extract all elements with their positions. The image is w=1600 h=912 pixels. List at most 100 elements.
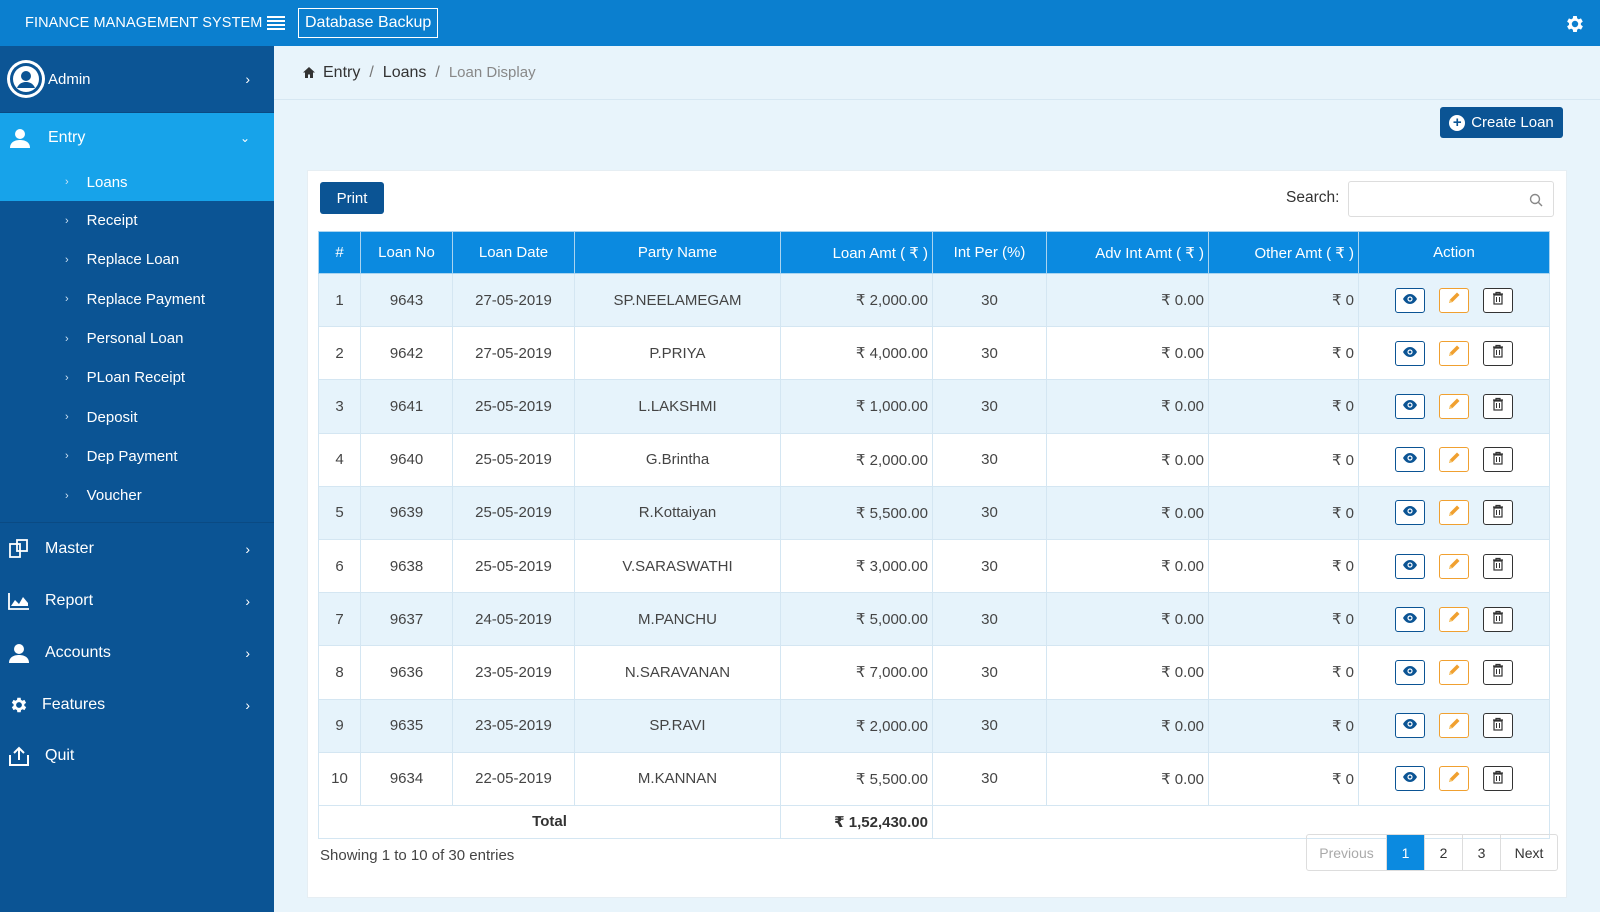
sidebar-subitem-replace-loan[interactable]: › Replace Loan xyxy=(0,240,274,279)
trash-icon xyxy=(1492,291,1504,309)
sidebar-subitem-label: Deposit xyxy=(86,408,138,426)
delete-button[interactable] xyxy=(1483,606,1513,632)
table-total-row: Total ₹ 1,52,430.00 xyxy=(318,804,1550,839)
avatar xyxy=(7,60,45,98)
search-input[interactable] xyxy=(1349,182,1553,216)
breadcrumb-entry[interactable]: Entry xyxy=(323,63,361,81)
plus-circle-icon: + xyxy=(1449,114,1466,131)
edit-button[interactable] xyxy=(1439,766,1469,792)
delete-button[interactable] xyxy=(1483,447,1513,473)
view-button[interactable] xyxy=(1395,713,1425,739)
sidebar-item-quit[interactable]: Quit xyxy=(0,731,274,783)
col-header-other-amt[interactable]: Other Amt ( ₹ ) xyxy=(1208,231,1359,274)
cell-int-per: 30 xyxy=(932,751,1047,806)
sidebar-subitem-personal-loan[interactable]: › Personal Loan xyxy=(0,319,274,358)
sidebar-subitem-replace-payment[interactable]: › Replace Payment xyxy=(0,280,274,319)
chevron-right-icon: › xyxy=(65,450,69,463)
cell-index: 9 xyxy=(318,698,361,753)
sidebar-user-admin[interactable]: Admin › xyxy=(0,46,274,113)
user-name: Admin xyxy=(48,70,91,88)
cell-int-per: 30 xyxy=(932,698,1047,753)
edit-button[interactable] xyxy=(1439,340,1469,366)
pagination-next[interactable]: Next xyxy=(1514,844,1544,861)
sidebar-item-features[interactable]: Features › xyxy=(0,679,274,731)
sidebar-item-master[interactable]: Master › xyxy=(0,523,274,575)
view-button[interactable] xyxy=(1395,553,1425,579)
col-header-loan-date[interactable]: Loan Date xyxy=(452,231,575,274)
pencil-icon xyxy=(1447,663,1461,681)
eye-icon xyxy=(1402,451,1418,468)
menu-toggle-icon[interactable] xyxy=(267,16,285,30)
edit-button[interactable] xyxy=(1439,606,1469,632)
col-header-int-per[interactable]: Int Per (%) xyxy=(932,231,1047,274)
chevron-right-icon: › xyxy=(65,176,69,188)
trash-icon xyxy=(1492,663,1504,681)
eye-icon xyxy=(1402,345,1418,362)
col-header-adv-int-amt[interactable]: Adv Int Amt ( ₹ ) xyxy=(1046,231,1209,274)
database-backup-button[interactable]: Database Backup xyxy=(298,8,439,38)
sidebar-subitem-voucher[interactable]: › Voucher xyxy=(0,476,274,515)
table-row: 8 9636 23-05-2019 N.SARAVANAN ₹ 7,000.00 30 ₹ … xyxy=(318,645,1550,700)
pagination-previous[interactable]: Previous xyxy=(1307,835,1387,870)
cell-int-per: 30 xyxy=(932,432,1047,487)
edit-button[interactable] xyxy=(1439,287,1469,313)
pencil-icon xyxy=(1447,770,1461,788)
col-header-index[interactable]: # xyxy=(318,231,361,274)
settings-gear-icon[interactable] xyxy=(1564,13,1586,35)
create-loan-button[interactable]: + Create Loan xyxy=(1440,107,1563,138)
cell-loan-amt: ₹ 5,500.00 xyxy=(780,485,933,540)
edit-button[interactable] xyxy=(1439,713,1469,739)
eye-icon xyxy=(1402,398,1418,415)
delete-button[interactable] xyxy=(1483,393,1513,419)
delete-button[interactable] xyxy=(1483,553,1513,579)
sidebar-item-accounts[interactable]: Accounts › xyxy=(0,627,274,679)
sidebar-subitem-deposit[interactable]: › Deposit xyxy=(0,397,274,436)
sidebar-subitem-ploan-receipt[interactable]: › PLoan Receipt xyxy=(0,358,274,397)
view-button[interactable] xyxy=(1395,393,1425,419)
view-button[interactable] xyxy=(1395,766,1425,792)
loan-list-card: Print Search: # Loan No Loan Date Party … xyxy=(307,170,1567,898)
sidebar-subitem-label: Replace Loan xyxy=(86,251,180,269)
edit-button[interactable] xyxy=(1439,553,1469,579)
edit-button[interactable] xyxy=(1439,447,1469,473)
chevron-right-icon: › xyxy=(65,253,69,266)
cell-index: 5 xyxy=(318,485,361,540)
pagination-page-3[interactable]: 3 xyxy=(1463,835,1501,870)
cell-action xyxy=(1358,432,1550,487)
app-title: FINANCE MANAGEMENT SYSTEM xyxy=(25,15,263,31)
print-button[interactable]: Print xyxy=(320,182,384,214)
pagination-page-1[interactable]: 1 xyxy=(1387,835,1425,870)
pagination: Previous 1 2 3 Next xyxy=(1306,834,1558,871)
view-button[interactable] xyxy=(1395,659,1425,685)
trash-icon xyxy=(1492,610,1504,628)
view-button[interactable] xyxy=(1395,287,1425,313)
view-button[interactable] xyxy=(1395,500,1425,526)
delete-button[interactable] xyxy=(1483,713,1513,739)
edit-button[interactable] xyxy=(1439,659,1469,685)
sidebar-item-entry[interactable]: Entry ⌄ xyxy=(0,113,274,163)
pencil-icon xyxy=(1447,504,1461,522)
delete-button[interactable] xyxy=(1483,500,1513,526)
pencil-icon xyxy=(1447,344,1461,362)
delete-button[interactable] xyxy=(1483,340,1513,366)
cell-other-amt: ₹ 0 xyxy=(1208,485,1359,540)
delete-button[interactable] xyxy=(1483,659,1513,685)
col-header-party-name[interactable]: Party Name xyxy=(574,231,781,274)
delete-button[interactable] xyxy=(1483,287,1513,313)
delete-button[interactable] xyxy=(1483,766,1513,792)
edit-button[interactable] xyxy=(1439,500,1469,526)
view-button[interactable] xyxy=(1395,340,1425,366)
col-header-loan-no[interactable]: Loan No xyxy=(360,231,453,274)
sidebar-subitem-loans[interactable]: › Loans xyxy=(0,163,274,201)
master-icon xyxy=(7,538,31,560)
sidebar-subitem-dep-payment[interactable]: › Dep Payment xyxy=(0,437,274,476)
pagination-page-2[interactable]: 2 xyxy=(1425,835,1463,870)
view-button[interactable] xyxy=(1395,447,1425,473)
edit-button[interactable] xyxy=(1439,393,1469,419)
col-header-loan-amt[interactable]: Loan Amt ( ₹ ) xyxy=(780,231,933,274)
breadcrumb-loans[interactable]: Loans xyxy=(382,63,427,81)
view-button[interactable] xyxy=(1395,606,1425,632)
sidebar-subitem-receipt[interactable]: › Receipt xyxy=(0,201,274,240)
sidebar-item-report[interactable]: Report › xyxy=(0,575,274,627)
trash-icon xyxy=(1492,717,1504,735)
